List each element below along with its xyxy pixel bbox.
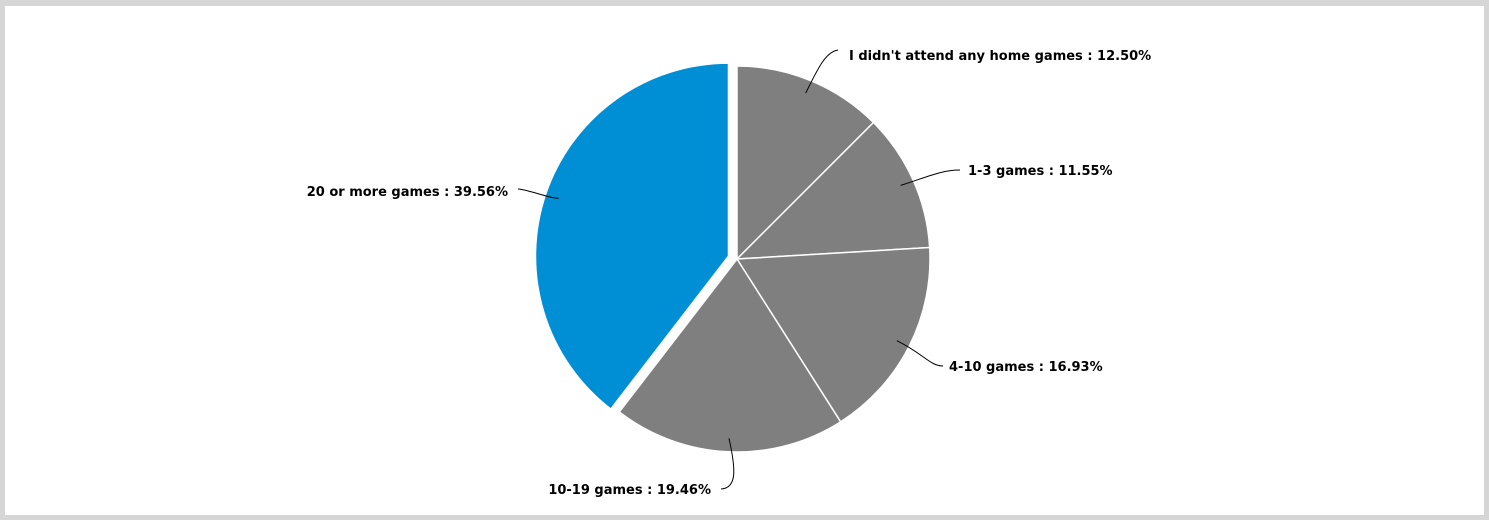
pie-slice-1 [735,121,931,260]
pie-slices [534,62,931,453]
slice-labels: I didn't attend any home games : 12.50% 1… [307,49,1151,498]
frame-top-bar [0,0,1489,6]
leader-line-0 [805,49,839,94]
leader-line-4 [517,188,559,199]
pie-slice-4 [534,62,730,411]
pie-slice-3 [618,257,842,453]
slice-label-4: 20 or more games : 39.56% [307,185,508,200]
leader-lines [517,49,961,490]
slice-label-3: 10-19 games : 19.46% [548,483,711,498]
frame-left-edge [0,0,5,520]
slice-label-2: 4-10 games : 16.93% [949,360,1103,375]
leader-line-1 [900,169,961,186]
slice-label-1: 1-3 games : 11.55% [968,164,1113,179]
pie-slice-0 [736,65,875,261]
frame-right-edge [1484,0,1489,520]
leader-line-2 [896,340,944,367]
frame-bottom-edge [0,515,1489,520]
slice-label-0: I didn't attend any home games : 12.50% [849,49,1151,64]
leader-line-3 [720,438,735,490]
